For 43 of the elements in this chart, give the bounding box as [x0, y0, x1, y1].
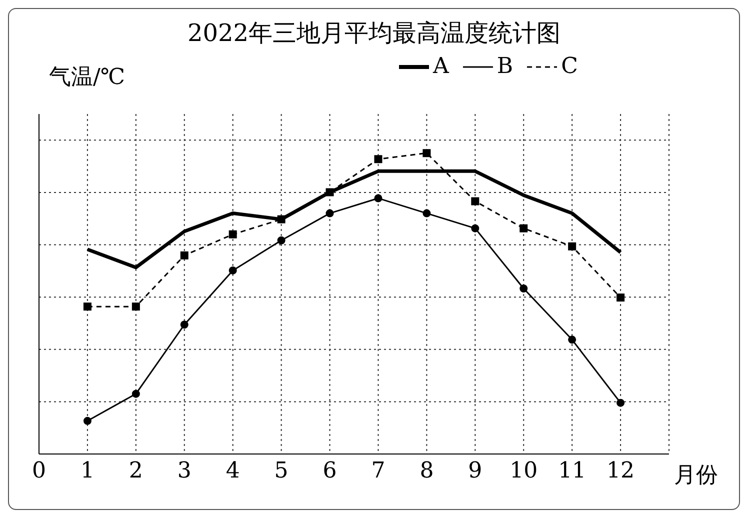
point [616, 398, 625, 407]
x-tick-label: 10 [510, 458, 538, 484]
chart-title: 2022年三地月平均最高温度统计图 [186, 18, 562, 49]
point [83, 416, 92, 425]
x-tick-label: 0 [32, 458, 46, 484]
x-tick-label: 3 [177, 458, 192, 484]
legend-label: C [561, 54, 578, 79]
legend-label: B [496, 54, 514, 79]
point [374, 194, 382, 202]
point [228, 266, 237, 274]
point [228, 230, 237, 238]
x-tick-label: 9 [468, 458, 482, 484]
point [180, 251, 188, 260]
x-tick-label: 6 [322, 458, 337, 484]
point [132, 390, 140, 398]
point [180, 320, 188, 329]
point [83, 302, 92, 311]
x-axis-title: 月份 [674, 462, 718, 488]
point [422, 149, 431, 158]
y-axis-title: 气温/℃ [49, 65, 126, 90]
point [277, 215, 286, 224]
x-tick-label: 11 [558, 458, 586, 484]
point [568, 336, 576, 344]
point [471, 224, 480, 232]
x-tick-label: 7 [371, 458, 386, 484]
point [326, 209, 334, 218]
x-tick-label: 5 [274, 458, 288, 484]
x-tick-label: 1 [80, 458, 94, 484]
point [277, 236, 286, 244]
point [374, 155, 382, 164]
point [326, 188, 334, 196]
x-tick-label: 12 [606, 458, 635, 484]
point [520, 224, 528, 232]
legend-label: A [433, 54, 449, 79]
point [471, 197, 480, 206]
x-tick-label: 2 [128, 458, 143, 484]
point [568, 242, 576, 250]
point [422, 209, 431, 218]
x-tick-label: 8 [420, 458, 434, 484]
point [132, 302, 140, 311]
x-tick-label: 4 [226, 458, 240, 484]
point [616, 294, 625, 302]
point [520, 284, 528, 293]
